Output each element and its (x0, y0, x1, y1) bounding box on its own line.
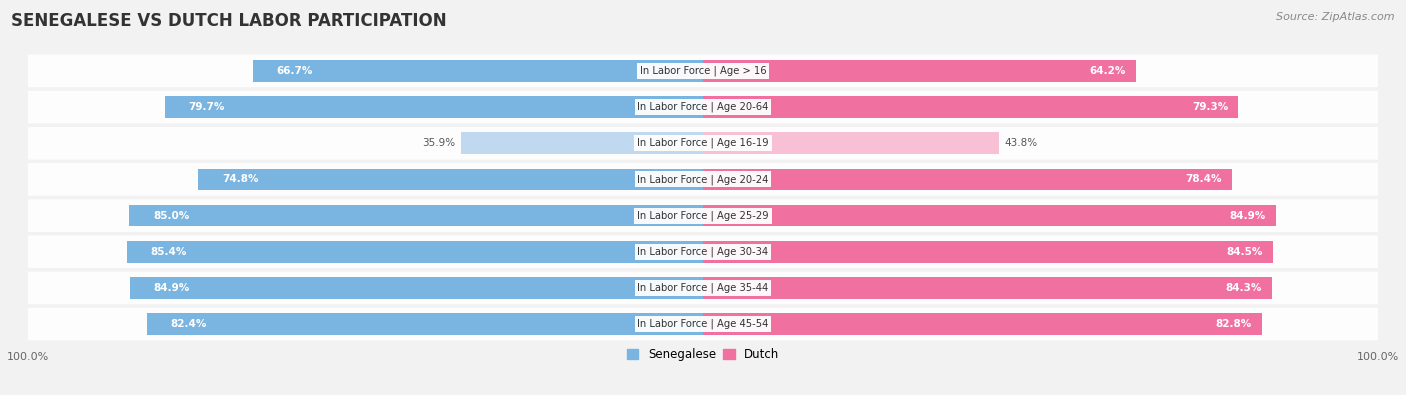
Text: 84.5%: 84.5% (1227, 247, 1263, 257)
Bar (703, 96, 1239, 118)
Bar (703, 205, 1277, 226)
Text: In Labor Force | Age 30-34: In Labor Force | Age 30-34 (637, 246, 769, 257)
Text: 64.2%: 64.2% (1090, 66, 1126, 76)
Text: 85.4%: 85.4% (150, 247, 187, 257)
Text: In Labor Force | Age 35-44: In Labor Force | Age 35-44 (637, 283, 769, 293)
Text: 79.3%: 79.3% (1192, 102, 1227, 112)
Bar (703, 241, 1274, 263)
Bar (703, 132, 998, 154)
Text: In Labor Force | Age 20-64: In Labor Force | Age 20-64 (637, 102, 769, 112)
Text: 66.7%: 66.7% (277, 66, 314, 76)
Text: 43.8%: 43.8% (1004, 138, 1038, 148)
Text: 82.4%: 82.4% (170, 319, 207, 329)
Bar (703, 313, 1261, 335)
Text: In Labor Force | Age 20-24: In Labor Force | Age 20-24 (637, 174, 769, 185)
Bar (703, 277, 1272, 299)
Text: In Labor Force | Age 45-54: In Labor Force | Age 45-54 (637, 319, 769, 329)
Legend: Senegalese, Dutch: Senegalese, Dutch (621, 343, 785, 366)
Text: 82.8%: 82.8% (1215, 319, 1251, 329)
Bar (127, 241, 703, 263)
Bar (703, 60, 1136, 82)
FancyBboxPatch shape (28, 308, 1378, 340)
Bar (146, 313, 703, 335)
FancyBboxPatch shape (28, 272, 1378, 304)
Text: 35.9%: 35.9% (422, 138, 456, 148)
FancyBboxPatch shape (28, 199, 1378, 232)
Text: Source: ZipAtlas.com: Source: ZipAtlas.com (1277, 12, 1395, 22)
FancyBboxPatch shape (28, 235, 1378, 268)
Bar (129, 277, 703, 299)
Text: 79.7%: 79.7% (188, 102, 225, 112)
Bar (165, 96, 703, 118)
Bar (253, 60, 703, 82)
Text: SENEGALESE VS DUTCH LABOR PARTICIPATION: SENEGALESE VS DUTCH LABOR PARTICIPATION (11, 12, 447, 30)
Text: 74.8%: 74.8% (222, 175, 259, 184)
Text: 84.9%: 84.9% (1230, 211, 1265, 220)
Text: 85.0%: 85.0% (153, 211, 190, 220)
Bar (198, 169, 703, 190)
Bar (129, 205, 703, 226)
Text: 84.3%: 84.3% (1226, 283, 1261, 293)
Text: 84.9%: 84.9% (153, 283, 190, 293)
Bar (461, 132, 703, 154)
Text: In Labor Force | Age 25-29: In Labor Force | Age 25-29 (637, 210, 769, 221)
FancyBboxPatch shape (28, 91, 1378, 123)
Text: In Labor Force | Age > 16: In Labor Force | Age > 16 (640, 66, 766, 76)
Text: In Labor Force | Age 16-19: In Labor Force | Age 16-19 (637, 138, 769, 149)
FancyBboxPatch shape (28, 127, 1378, 160)
Text: 78.4%: 78.4% (1185, 175, 1222, 184)
FancyBboxPatch shape (28, 55, 1378, 87)
Bar (703, 169, 1232, 190)
FancyBboxPatch shape (28, 163, 1378, 196)
